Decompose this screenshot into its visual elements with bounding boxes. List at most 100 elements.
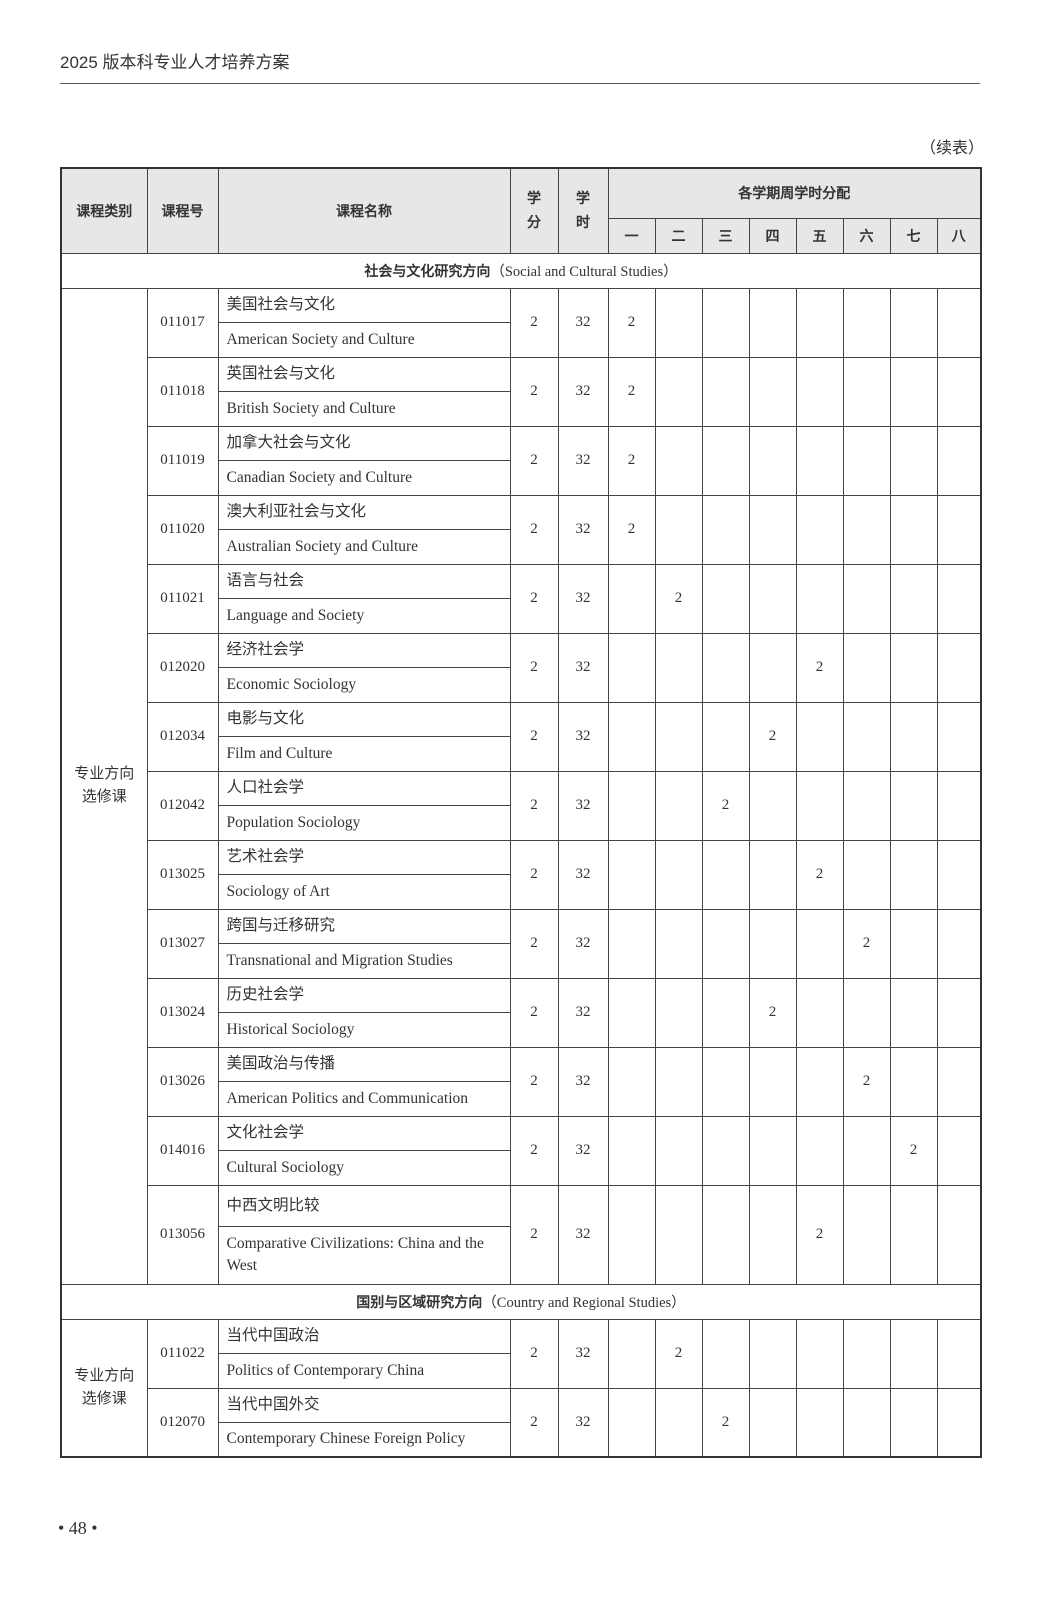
section-title-en: （Social and Cultural Studies） xyxy=(490,264,678,280)
semester-cell-7 xyxy=(889,1184,938,1285)
semester-cell-7 xyxy=(889,701,938,772)
header-semester-distribution: 各学期周学时分配 xyxy=(607,167,982,219)
semester-cell-3 xyxy=(701,1318,750,1389)
continued-label: （续表） xyxy=(919,140,984,157)
course-hours: 32 xyxy=(557,1184,609,1285)
semester-cell-4 xyxy=(748,1115,797,1186)
course-code: 011017 xyxy=(146,287,219,358)
course-credits: 2 xyxy=(509,287,559,358)
semester-cell-5 xyxy=(795,287,844,358)
semester-cell-5 xyxy=(795,494,844,565)
semester-cell-5 xyxy=(795,908,844,979)
course-row: 011021 语言与社会 2 32 2 xyxy=(61,563,982,634)
section-title-cn: 国别与区域研究方向 xyxy=(356,1295,483,1311)
course-row-en: Language and Society xyxy=(61,597,981,634)
semester-cell-1 xyxy=(607,839,656,910)
course-credits: 2 xyxy=(509,1387,559,1458)
header-semester-7: 七 xyxy=(889,217,938,254)
semester-cell-5 xyxy=(795,1046,844,1117)
course-code: 013025 xyxy=(146,839,219,910)
header-code: 课程号 xyxy=(146,167,219,254)
course-credits: 2 xyxy=(509,494,559,565)
course-row: 013026 美国政治与传播 2 32 2 xyxy=(61,1046,982,1117)
semester-cell-6 xyxy=(842,1115,891,1186)
section-title: 社会与文化研究方向（Social and Cultural Studies） xyxy=(60,252,982,289)
semester-cell-7 xyxy=(889,1387,938,1458)
curriculum-table: 课程类别 课程号 课程名称 学 分 学 时 各学期周学时分配 一二三四五六七八 … xyxy=(60,167,982,1458)
semester-cell-4 xyxy=(748,1184,797,1285)
course-name-cn: 语言与社会 xyxy=(217,563,511,599)
course-row: 013056 中西文明比较 2 32 2 xyxy=(61,1184,982,1285)
course-hours: 32 xyxy=(557,563,609,634)
section-row: 国别与区域研究方向（Country and Regional Studies） xyxy=(60,1283,982,1320)
semester-cell-7 xyxy=(889,356,938,427)
semester-cell-2 xyxy=(654,287,703,358)
section-title-en: （Country and Regional Studies） xyxy=(482,1295,686,1311)
semester-cell-2: 2 xyxy=(654,563,703,634)
course-row: 012020 经济社会学 2 32 2 xyxy=(61,632,982,703)
semester-cell-4: 2 xyxy=(748,977,797,1048)
semester-cell-5 xyxy=(795,563,844,634)
semester-cell-8 xyxy=(936,1184,982,1285)
semester-cell-1 xyxy=(607,1387,656,1458)
course-name-en: Language and Society xyxy=(217,597,511,634)
semester-cell-6 xyxy=(842,425,891,496)
semester-cell-8 xyxy=(936,356,982,427)
course-credits: 2 xyxy=(509,563,559,634)
semester-cell-4 xyxy=(748,908,797,979)
semester-cell-6 xyxy=(842,701,891,772)
semester-cell-5 xyxy=(795,701,844,772)
course-name-en: British Society and Culture xyxy=(217,390,511,427)
course-credits: 2 xyxy=(509,839,559,910)
semester-cell-7: 2 xyxy=(889,1115,938,1186)
semester-cell-4: 2 xyxy=(748,701,797,772)
semester-cell-3 xyxy=(701,632,750,703)
semester-cell-4 xyxy=(748,632,797,703)
semester-cell-1 xyxy=(607,563,656,634)
semester-cell-4 xyxy=(748,287,797,358)
course-name-en: Australian Society and Culture xyxy=(217,528,511,565)
section-title: 国别与区域研究方向（Country and Regional Studies） xyxy=(60,1283,982,1320)
semester-cell-8 xyxy=(936,908,982,979)
course-credits: 2 xyxy=(509,770,559,841)
semester-cell-4 xyxy=(748,494,797,565)
semester-cell-3 xyxy=(701,1046,750,1117)
semester-cell-5: 2 xyxy=(795,632,844,703)
course-row-en: Politics of Contemporary China xyxy=(61,1352,981,1389)
course-credits: 2 xyxy=(509,1184,559,1285)
header-rule xyxy=(60,83,980,84)
semester-cell-5 xyxy=(795,356,844,427)
semester-cell-3 xyxy=(701,494,750,565)
course-row-en: Transnational and Migration Studies xyxy=(61,942,981,979)
semester-cell-3 xyxy=(701,977,750,1048)
semester-cell-6 xyxy=(842,632,891,703)
semester-cell-2 xyxy=(654,1046,703,1117)
semester-cell-7 xyxy=(889,839,938,910)
semester-cell-6 xyxy=(842,1318,891,1389)
course-row-en: American Politics and Communication xyxy=(61,1080,981,1117)
semester-cell-6 xyxy=(842,563,891,634)
course-row-en: American Society and Culture xyxy=(61,321,981,358)
semester-cell-4 xyxy=(748,563,797,634)
course-name-cn: 当代中国外交 xyxy=(217,1387,511,1423)
semester-cell-8 xyxy=(936,770,982,841)
header-semester-3: 三 xyxy=(701,217,750,254)
course-name-en: Transnational and Migration Studies xyxy=(217,942,511,979)
semester-cell-8 xyxy=(936,1318,982,1389)
semester-cell-2 xyxy=(654,1184,703,1285)
semester-cell-6 xyxy=(842,494,891,565)
semester-cell-7 xyxy=(889,494,938,565)
semester-cell-1: 2 xyxy=(607,287,656,358)
semester-cell-7 xyxy=(889,908,938,979)
header-semester-5: 五 xyxy=(795,217,844,254)
semester-cell-8 xyxy=(936,632,982,703)
course-row: 011020 澳大利亚社会与文化 2 32 2 xyxy=(61,494,982,565)
course-hours: 32 xyxy=(557,908,609,979)
semester-cell-5: 2 xyxy=(795,1184,844,1285)
semester-cell-3 xyxy=(701,908,750,979)
course-credits: 2 xyxy=(509,701,559,772)
course-hours: 32 xyxy=(557,494,609,565)
semester-cell-6 xyxy=(842,287,891,358)
semester-cell-5 xyxy=(795,770,844,841)
course-row: 专业方向 选修课 011017 美国社会与文化 2 32 2 xyxy=(60,287,982,1285)
